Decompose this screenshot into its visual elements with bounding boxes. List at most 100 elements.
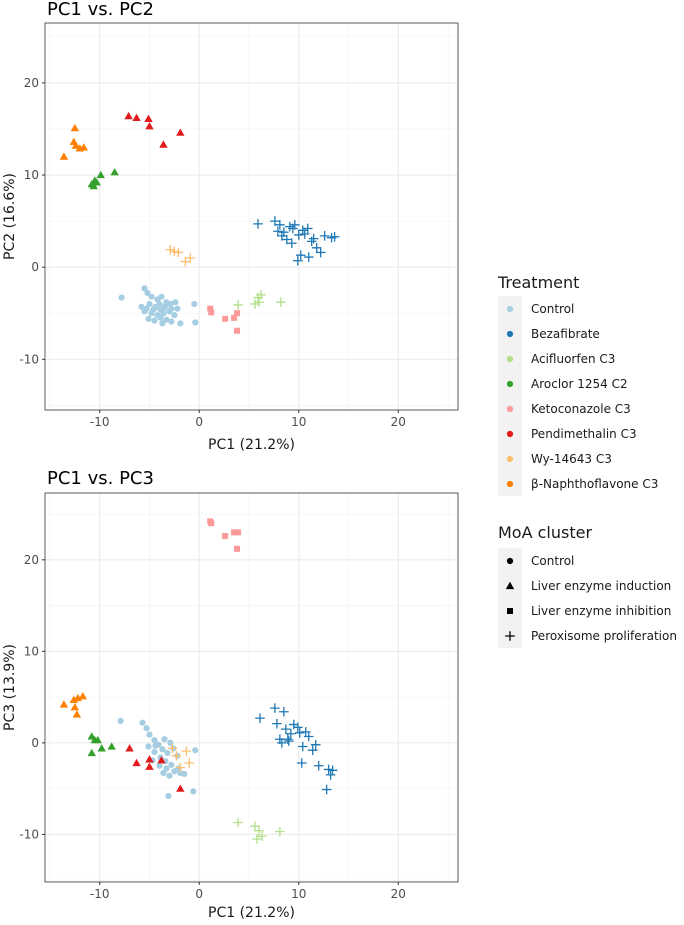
point-control [174,305,181,312]
point-naphthoflavone-c3 [78,691,88,700]
legend-label-acifluorfen-c3: Acifluorfen C3 [531,352,615,366]
point-bezafibrate [323,764,334,775]
point-control [143,725,150,732]
legend-key-square [507,608,513,614]
point-pendimethalin-c3 [144,114,153,122]
legend-label-control: Control [531,302,574,316]
legend-moa-items: Control Liver enzyme induction Liver enzym… [505,554,677,643]
point-bezafibrate [277,738,287,748]
x-tick-label: 0 [195,887,203,901]
legend-key-aroclor-1254-c2 [506,380,514,388]
legend-key-triangle [505,581,515,590]
legend-label-peroxisome-proliferation: Peroxisome proliferation [531,629,677,643]
point-pendimethalin-c3 [159,140,168,148]
point-bezafibrate [302,223,313,234]
point-bezafibrate [283,734,293,745]
x-axis-title-pc1-pc2: PC1 (21.2%) [208,437,295,453]
point-ketoconazole-c3 [231,314,238,321]
axis-ticks-pc1-pc2: -10 0 10 20 -10 0 10 20 [19,76,406,429]
y-tick-label: 10 [24,168,39,182]
point-bezafibrate [287,238,297,249]
point-bezafibrate [255,713,265,723]
grid-pc1-pc2 [45,23,458,410]
legend-key-control [506,305,514,313]
point-control [156,762,163,769]
point-control [145,315,152,322]
point-control [145,743,152,750]
point-control [168,761,175,768]
point-bezafibrate [310,739,321,750]
point-acifluorfen-c3 [254,825,264,836]
point-control [168,305,175,312]
point-pendimethalin-c3 [145,762,154,770]
panel-border-pc1-pc2 [44,22,459,411]
point-control [192,319,199,326]
point-pendimethalin-c3 [145,122,154,130]
point-control [190,788,197,795]
point-control [181,770,188,778]
point-control [151,317,158,324]
point-bezafibrate [313,760,324,771]
point-acifluorfen-c3 [233,817,243,828]
point-bezafibrate [272,718,282,729]
point-control [144,289,151,297]
point-acifluorfen-c3 [250,821,260,831]
point-control [163,316,170,323]
point-control [166,772,173,779]
point-ketoconazole-c3 [222,315,229,322]
point-wy-14643-c3 [175,762,186,773]
point-ketoconazole-c3 [208,520,215,527]
legend-key-naphthoflavone-c3 [506,480,514,488]
point-bezafibrate [279,706,289,717]
point-wy-14643-c3 [169,246,180,257]
point-bezafibrate [292,255,303,266]
x-tick-label: 10 [291,415,306,429]
y-axis-title-pc1-pc3: PC3 (13.9%) [2,644,18,731]
point-bezafibrate [286,728,296,739]
point-acifluorfen-c3 [275,826,285,837]
point-bezafibrate [303,731,314,742]
point-control [138,303,145,310]
legend-key-plus [505,631,515,641]
legend-key-bezafibrate [506,330,514,338]
point-ketoconazole-c3 [234,310,241,317]
axis-ticks-pc1-pc3: -10 0 10 20 -10 0 10 20 [19,553,406,901]
point-bezafibrate [288,223,298,234]
x-tick-label: 10 [291,887,306,901]
legend-label-aroclor-1254-c2: Aroclor 1254 C2 [531,377,628,391]
point-bezafibrate [319,231,330,241]
legend-key-acifluorfen-c3 [506,355,514,363]
legend-key-wy-14643-c3 [506,455,514,463]
point-bezafibrate [325,770,336,780]
point-pendimethalin-c3 [157,756,166,764]
point-control [157,314,164,321]
point-control [161,736,168,743]
legend-treatment: Treatment Control Bezafibrate Acifluorfen … [497,273,658,496]
point-bezafibrate [299,229,310,239]
y-tick-label: 0 [31,260,39,274]
legend-label-ketoconazole-c3: Ketoconazole C3 [531,402,631,416]
grid-pc1-pc3 [45,493,458,882]
point-control [160,310,167,317]
point-pendimethalin-c3 [124,111,133,120]
y-tick-label: 20 [24,553,39,567]
point-ketoconazole-c3 [208,309,215,316]
legend-key-pendimethalin-c3 [506,430,514,438]
point-wy-14643-c3 [173,247,184,258]
point-control [167,300,174,308]
y-tick-label: 20 [24,76,39,90]
point-aroclor-1254-c2 [93,735,102,744]
point-bezafibrate [293,230,304,240]
point-control [150,306,157,313]
plot-title-pc1-pc2: PC1 vs. PC2 [47,0,154,20]
point-wy-14643-c3 [181,746,192,756]
point-wy-14643-c3 [180,256,191,267]
point-bezafibrate [329,231,340,242]
point-control [148,293,155,300]
legend-treatment-keys-bg [498,296,522,496]
panel-background [45,23,458,410]
point-wy-14643-c3 [165,244,176,255]
point-bezafibrate [281,724,291,734]
point-acifluorfen-c3 [254,297,264,307]
